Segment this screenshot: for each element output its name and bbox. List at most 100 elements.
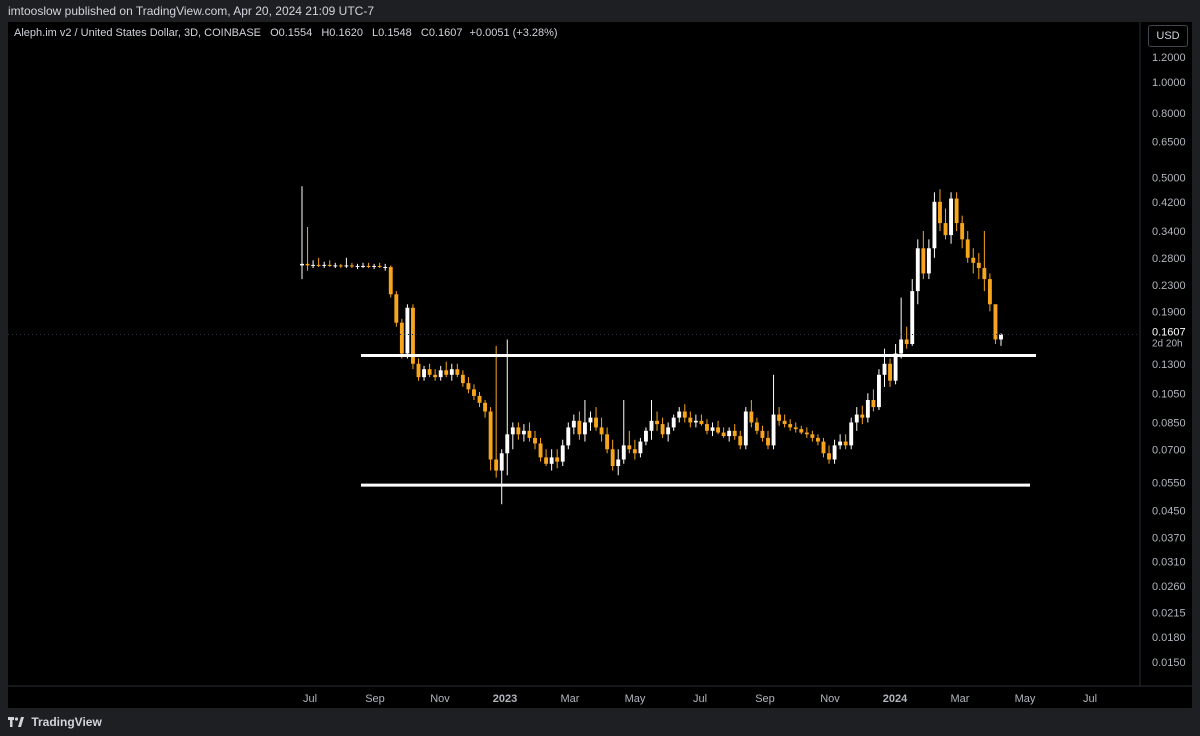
candle-body <box>877 374 881 408</box>
last-price-box <box>1142 323 1188 348</box>
candle-body <box>510 427 515 435</box>
change-value: +0.0051 (+3.28%) <box>469 27 558 39</box>
price-tick-label: 0.3400 <box>1152 226 1186 238</box>
candle-body <box>754 422 759 431</box>
candle-body <box>705 424 709 431</box>
time-tick-label: Nov <box>820 693 840 705</box>
time-tick-label: 2023 <box>493 693 517 705</box>
price-tick-label: 0.0850 <box>1152 417 1186 429</box>
candle-body <box>865 400 870 418</box>
candle-body <box>954 198 959 224</box>
candle-body <box>999 334 1003 340</box>
time-tick-label: Mar <box>951 693 970 705</box>
candle-body <box>394 294 399 323</box>
close-label: C <box>420 27 429 39</box>
candle-body <box>943 223 948 236</box>
symbol-name: Aleph.im v2 / United States Dollar, 3D, … <box>14 27 261 39</box>
candle-body <box>827 453 831 460</box>
candle-body <box>815 437 820 442</box>
candle-body <box>799 429 804 433</box>
candle-body <box>300 263 304 266</box>
candle-body <box>566 427 571 446</box>
candle-body <box>771 414 776 446</box>
candle-body <box>949 198 954 236</box>
candle-body <box>416 363 421 378</box>
candle-body <box>477 395 482 403</box>
low-label: L <box>372 27 379 39</box>
candle-body <box>782 420 787 425</box>
candle-body <box>976 262 981 269</box>
candle-body <box>993 304 998 340</box>
candle-body <box>960 223 965 240</box>
candle-body <box>849 422 854 446</box>
candle-body <box>411 307 415 364</box>
candle-body <box>621 445 626 460</box>
candle-body <box>444 370 449 375</box>
chart-frame[interactable]: 1.2000 1.0000 0.8000 0.6500 0.5000 0.4200 0.34… <box>8 22 1192 708</box>
price-tick-label: 0.0180 <box>1152 632 1186 644</box>
candle-body <box>649 420 654 431</box>
candle-body <box>777 414 782 421</box>
candle-body <box>361 265 365 267</box>
open-label: O <box>270 27 279 39</box>
candle-body <box>710 427 715 431</box>
price-tick-label: 0.1300 <box>1152 359 1186 371</box>
candle-body <box>499 453 504 471</box>
candle-body <box>766 437 770 446</box>
countdown-label: 2d 20h <box>1152 338 1183 349</box>
price-tick-label: 0.8000 <box>1152 108 1186 120</box>
time-tick-label: Nov <box>430 693 450 705</box>
price-tick-label: 0.5000 <box>1152 173 1186 185</box>
candle-body <box>383 266 388 268</box>
candle-body <box>843 441 848 446</box>
candle-body <box>327 264 332 266</box>
candle-body <box>605 434 610 450</box>
candle-body <box>632 449 637 454</box>
candle-body <box>377 265 382 267</box>
price-tick-label: 0.0260 <box>1152 581 1186 593</box>
price-tick-label: 0.0700 <box>1152 444 1186 456</box>
candle-body <box>544 457 549 464</box>
candle-body <box>388 266 393 295</box>
candle-body <box>316 264 321 266</box>
price-tick-label: 0.2300 <box>1152 280 1186 292</box>
candle-body <box>921 248 926 274</box>
candle-body <box>727 430 732 437</box>
candle-body <box>971 257 976 263</box>
candle-body <box>460 374 465 384</box>
candle-body <box>405 307 410 354</box>
candle-body <box>732 430 737 437</box>
tradingview-logo-icon <box>8 712 24 734</box>
candle-body <box>793 427 798 430</box>
candle-body <box>860 414 865 418</box>
time-tick-label: Jul <box>303 693 317 705</box>
candle-body <box>688 417 693 423</box>
candle-body <box>488 411 493 460</box>
price-tick-label: 0.0150 <box>1152 657 1186 669</box>
candle-body <box>882 363 887 375</box>
price-tick-label: 0.1900 <box>1152 306 1186 318</box>
candle-body <box>466 383 471 390</box>
price-tick-label: 0.1050 <box>1152 388 1186 400</box>
candle-body <box>666 427 671 435</box>
price-tick-label: 0.0215 <box>1152 607 1186 619</box>
price-tick-label: 1.2000 <box>1152 52 1186 64</box>
candle-body <box>899 339 904 354</box>
candle-body <box>915 248 920 292</box>
time-tick-label: Jul <box>693 693 707 705</box>
candle-body <box>344 265 349 267</box>
candle-body <box>399 322 404 354</box>
candle-body <box>571 420 576 428</box>
candle-body <box>693 420 698 423</box>
candle-body <box>333 265 338 267</box>
candle-body <box>832 445 837 460</box>
candle-body <box>616 459 621 467</box>
time-tick-label: Sep <box>365 693 385 705</box>
currency-button[interactable]: USD <box>1148 25 1188 47</box>
candle-body <box>305 263 310 266</box>
candle-body <box>549 457 554 464</box>
published-text: imtooslow published on TradingView.com, … <box>8 4 374 18</box>
price-chart[interactable]: 1.2000 1.0000 0.8000 0.6500 0.5000 0.4200 0.34… <box>8 22 1192 708</box>
candle-body <box>938 201 942 224</box>
candle-body <box>854 414 859 423</box>
